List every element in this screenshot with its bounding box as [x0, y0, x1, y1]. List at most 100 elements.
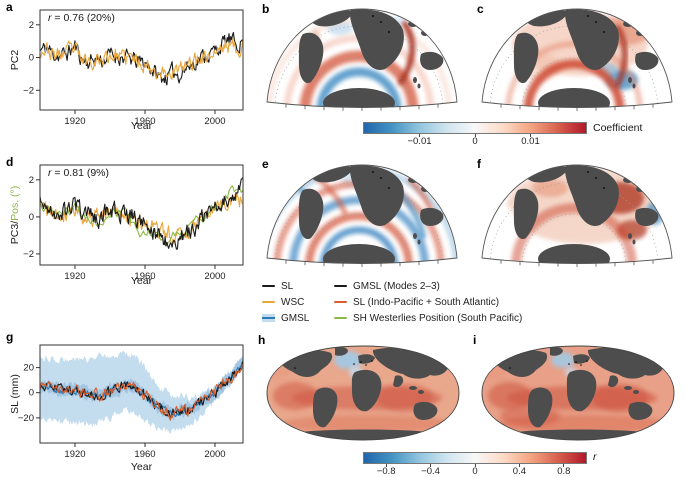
legend-label: GMSL	[281, 312, 310, 324]
x-tick-label: 2000	[204, 116, 225, 127]
inner-band	[40, 355, 243, 422]
panel-d-plot: 1920 1960 2000 −2 0 2	[23, 164, 244, 282]
y-tick-label: 0	[29, 388, 34, 399]
legend-marker	[334, 301, 347, 303]
panel-label-f: f	[477, 157, 481, 171]
panel-g-plot: 1920 1960 2000 −20 0 20	[18, 344, 244, 460]
legend-label: SL (Indo-Pacific + South Atlantic)	[353, 296, 500, 308]
panel-label-g: g	[6, 330, 14, 344]
y-tick-label: −20	[18, 413, 34, 424]
series-wsc	[40, 193, 243, 248]
panel-label-a: a	[6, 0, 13, 14]
landmass	[313, 387, 338, 428]
series-sl	[40, 31, 243, 86]
panel-g-ylabel: SL (mm)	[9, 374, 21, 414]
legend-label: SH Westerlies Position (South Pacific)	[353, 312, 523, 324]
map-outline	[266, 164, 458, 264]
map-outline	[481, 164, 673, 264]
panel-label-c: c	[477, 2, 484, 16]
landmass	[635, 51, 659, 70]
x-tick-label: 2000	[204, 449, 225, 460]
colorbar-tick	[385, 464, 387, 467]
axes-box	[39, 164, 244, 266]
plot-area	[40, 31, 243, 86]
map-outline	[481, 345, 675, 441]
ylabel-position: Pos. (°)	[9, 185, 21, 221]
map-i	[470, 338, 685, 448]
panel-g-xlabel: Year	[130, 461, 153, 473]
series-sl-indo-pacific-south-atlantic-	[40, 364, 243, 421]
map-e	[255, 158, 470, 273]
landmass	[513, 188, 539, 240]
plot-area	[40, 176, 243, 250]
legend-marker	[334, 285, 347, 287]
landmass	[350, 9, 404, 70]
colorbar-tick-label: −0.8	[376, 466, 396, 477]
map-f-svg	[481, 164, 673, 267]
axes-box	[39, 9, 244, 111]
legend-item: GMSL (Modes 2–3)	[334, 278, 522, 294]
legend-item: SH Westerlies Position (South Pacific)	[334, 310, 522, 326]
landmass	[413, 401, 438, 420]
series-sl	[40, 176, 243, 250]
series-sh-westerlies-position	[40, 185, 243, 247]
panel-d-chart: 1920 1960 2000 −2 0 2 r = 0.81 (9%) PC3/Pos. …	[0, 155, 250, 295]
panel-d-ylabel: PC3/Pos. (°)	[9, 186, 21, 244]
map-b-svg	[266, 8, 458, 111]
stat-value: = 0.81 (9%)	[51, 167, 109, 179]
graticule	[306, 213, 412, 264]
panel-d-xlabel: Year	[130, 275, 153, 287]
colorbar-coefficient-label: Coefficient	[593, 122, 643, 134]
x-tick-label: 1960	[134, 116, 155, 127]
colorbar-tick-label: 0	[472, 466, 478, 477]
landmass	[513, 32, 539, 84]
colorbar-tick-label: −0.01	[407, 136, 432, 147]
plot-area	[40, 349, 243, 435]
panel-a-ylabel: PC2	[9, 49, 21, 71]
panel-label-h: h	[258, 333, 266, 347]
map-b	[255, 2, 470, 117]
antarctica	[323, 88, 395, 108]
colorbar-tick-label: 0.01	[521, 136, 540, 147]
colorbar-tick	[430, 464, 432, 467]
landmass	[298, 188, 324, 240]
map-e-svg	[266, 164, 458, 267]
legend-column-1: SL WSC GMSL	[262, 278, 309, 326]
landmass	[566, 369, 597, 412]
colorbar-tick	[518, 464, 520, 467]
stat-r: r	[48, 12, 52, 24]
panel-a-chart: 1920 1960 2000 −2 0 2 r = 0.76 (20%) PC2 Year	[0, 0, 250, 140]
colorbar-r: −0.8 −0.4 0 0.4 0.8	[363, 452, 587, 477]
map-h	[255, 338, 470, 448]
panel-a-plot: 1920 1960 2000 −2 0 2	[23, 9, 244, 127]
landmass	[393, 375, 404, 388]
colorbar-coefficient: −0.01 0 0.01	[363, 122, 587, 147]
panel-g-chart: 1920 1960 2000 −20 0 20 SL (mm) Year	[0, 330, 250, 477]
x-tick-label: 1960	[134, 271, 155, 282]
x-tick-label: 1920	[64, 271, 85, 282]
graticule	[306, 57, 412, 108]
colorbar-tick	[530, 134, 531, 137]
colorbar-r-gradient	[364, 453, 586, 463]
stat-r: r	[48, 167, 52, 179]
map-c	[470, 2, 685, 117]
legend-item: SL	[262, 278, 309, 294]
panel-a-xlabel: Year	[130, 120, 153, 132]
map-outline	[481, 8, 673, 108]
map-c-svg	[481, 8, 673, 111]
y-tick-label: 2	[29, 20, 34, 31]
axes-box	[39, 344, 244, 444]
antarctica	[538, 244, 610, 264]
panel-label-i: i	[473, 333, 477, 347]
landmass	[420, 51, 444, 70]
colorbar-tick	[474, 464, 476, 467]
landmass	[573, 354, 590, 364]
legend-marker	[262, 301, 275, 303]
y-tick-label: 2	[29, 175, 34, 186]
y-tick-label: 0	[29, 53, 34, 64]
colorbar-tick-label: 0.4	[512, 466, 526, 477]
landmass	[565, 165, 619, 226]
legend-item: GMSL	[262, 310, 309, 326]
graticule	[521, 213, 627, 264]
stat-value: = 0.76 (20%)	[51, 12, 115, 24]
